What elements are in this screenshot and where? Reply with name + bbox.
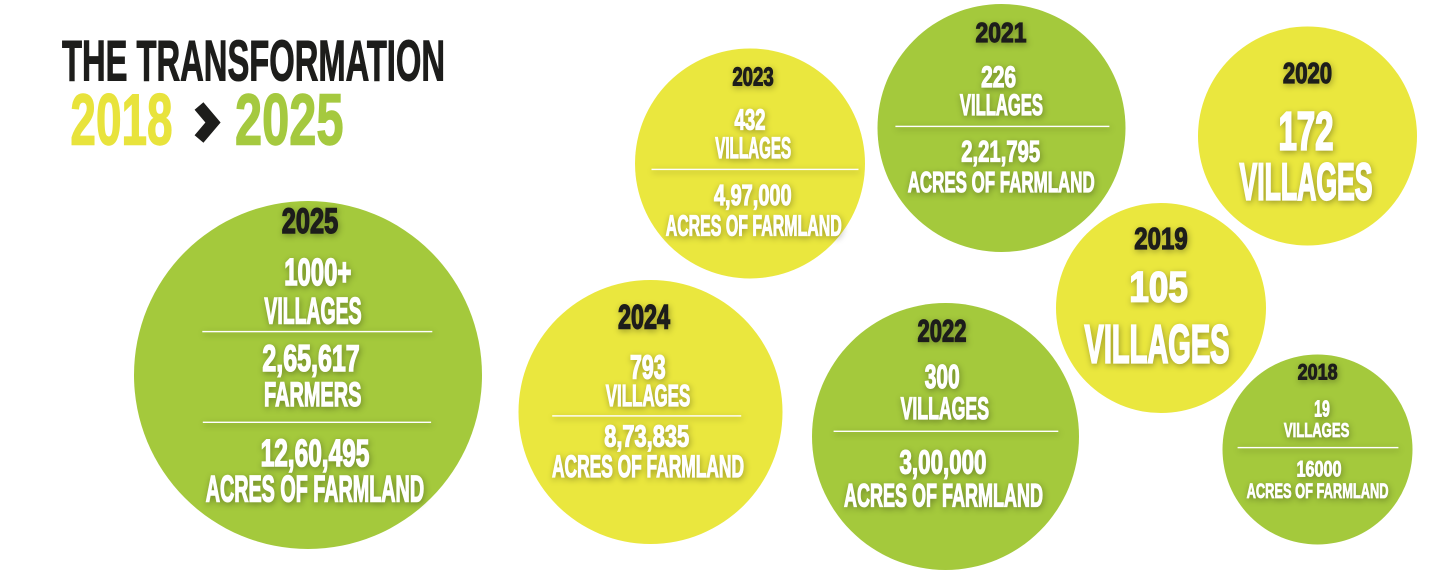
svg-text:VILLAGES: VILLAGES: [960, 89, 1043, 122]
svg-text:ACRES OF FARMLAND: ACRES OF FARMLAND: [666, 211, 842, 243]
svg-text:226: 226: [981, 61, 1016, 94]
svg-text:2020: 2020: [1283, 58, 1332, 90]
svg-text:2024: 2024: [618, 299, 670, 337]
svg-text:2022: 2022: [918, 313, 967, 349]
svg-text:2025: 2025: [235, 81, 344, 161]
svg-text:ACRES OF FARMLAND: ACRES OF FARMLAND: [844, 478, 1043, 514]
svg-text:2,65,617: 2,65,617: [262, 338, 359, 379]
svg-text:VILLAGES: VILLAGES: [715, 132, 791, 165]
svg-text:ACRES OF FARMLAND: ACRES OF FARMLAND: [908, 167, 1095, 199]
svg-text:THE TRANSFORMATION: THE TRANSFORMATION: [62, 30, 445, 94]
svg-text:2023: 2023: [732, 61, 773, 91]
svg-text:2019: 2019: [1134, 222, 1187, 256]
svg-text:ACRES OF FARMLAND: ACRES OF FARMLAND: [552, 449, 744, 484]
svg-text:300: 300: [925, 358, 960, 395]
svg-text:105: 105: [1129, 263, 1187, 311]
svg-text:1000+: 1000+: [284, 252, 351, 294]
svg-text:VILLAGES: VILLAGES: [901, 390, 989, 426]
svg-text:2025: 2025: [282, 202, 338, 241]
svg-text:3,00,000: 3,00,000: [900, 443, 987, 480]
svg-text:VILLAGES: VILLAGES: [264, 291, 361, 332]
svg-text:FARMERS: FARMERS: [264, 376, 361, 414]
svg-text:12,60,495: 12,60,495: [261, 433, 370, 475]
svg-text:16000: 16000: [1296, 456, 1341, 481]
svg-text:VILLAGES: VILLAGES: [606, 378, 690, 413]
svg-text:ACRES OF FARMLAND: ACRES OF FARMLAND: [1247, 480, 1389, 503]
svg-text:793: 793: [630, 349, 666, 387]
svg-text:ACRES OF FARMLAND: ACRES OF FARMLAND: [206, 468, 424, 509]
svg-text:2018: 2018: [1298, 359, 1338, 384]
svg-text:2018: 2018: [70, 81, 172, 161]
svg-text:432: 432: [735, 104, 766, 136]
svg-text:VILLAGES: VILLAGES: [1284, 419, 1350, 442]
svg-text:2,21,795: 2,21,795: [961, 135, 1040, 168]
svg-text:8,73,835: 8,73,835: [604, 419, 689, 454]
svg-text:2021: 2021: [976, 16, 1027, 48]
svg-text:19: 19: [1314, 396, 1330, 422]
svg-text:172: 172: [1278, 102, 1333, 162]
svg-text:VILLAGES: VILLAGES: [1085, 315, 1230, 375]
svg-text:4,97,000: 4,97,000: [714, 180, 792, 212]
svg-text:VILLAGES: VILLAGES: [1240, 154, 1373, 212]
